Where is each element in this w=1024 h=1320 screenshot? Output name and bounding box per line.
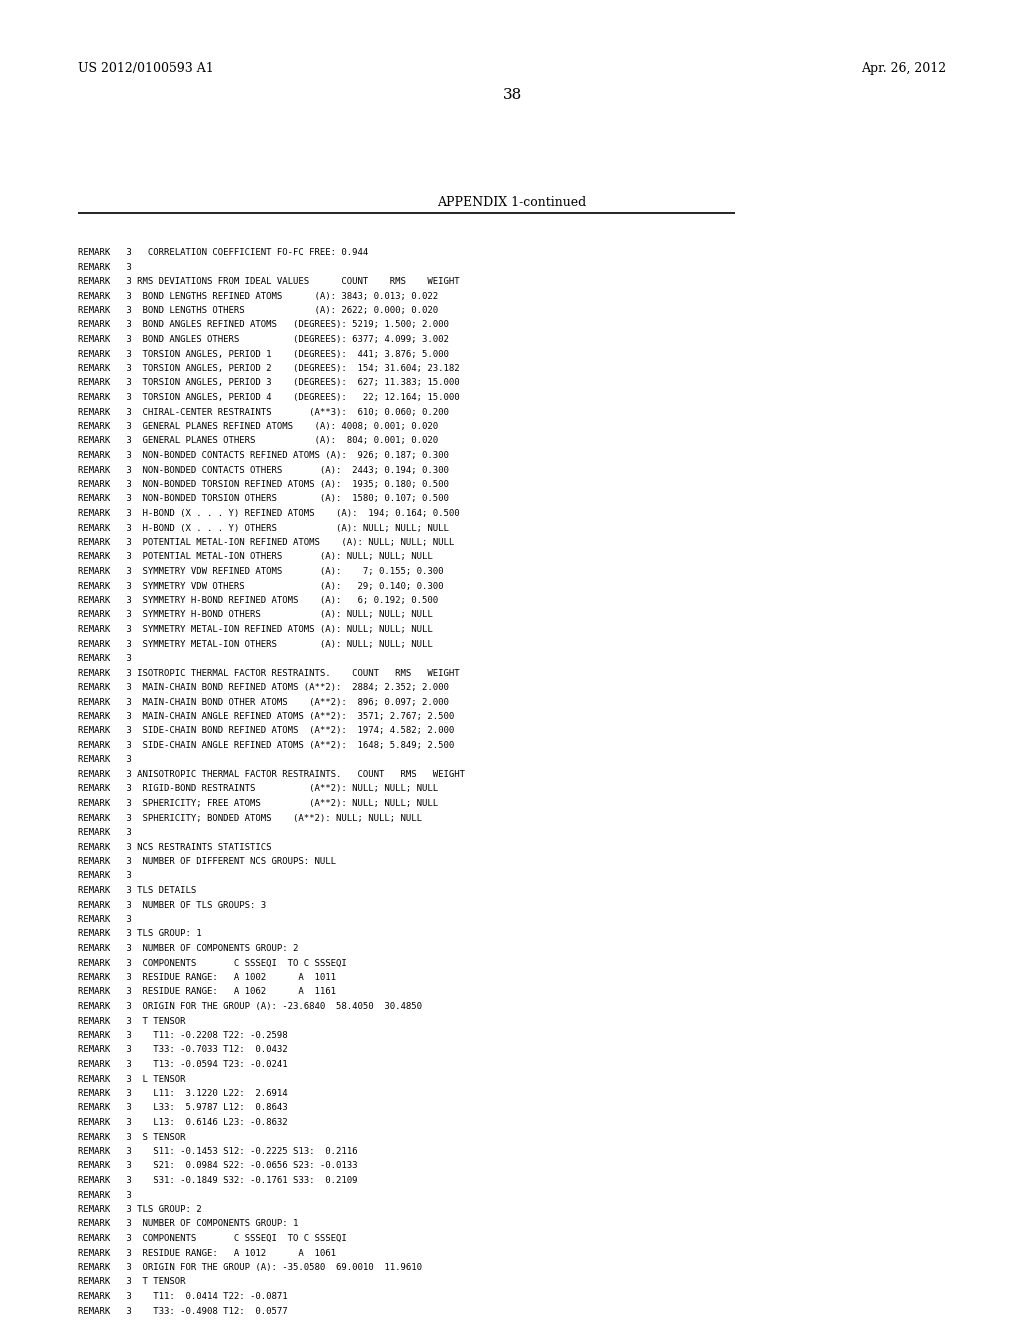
Text: REMARK   3  BOND ANGLES OTHERS          (DEGREES): 6377; 4.099; 3.002: REMARK 3 BOND ANGLES OTHERS (DEGREES): 6… [78,335,449,345]
Text: REMARK   3    T33: -0.7033 T12:  0.0432: REMARK 3 T33: -0.7033 T12: 0.0432 [78,1045,288,1055]
Text: REMARK   3  TORSION ANGLES, PERIOD 2    (DEGREES):  154; 31.604; 23.182: REMARK 3 TORSION ANGLES, PERIOD 2 (DEGRE… [78,364,460,374]
Text: REMARK   3  ORIGIN FOR THE GROUP (A): -23.6840  58.4050  30.4850: REMARK 3 ORIGIN FOR THE GROUP (A): -23.6… [78,1002,422,1011]
Text: REMARK   3: REMARK 3 [78,653,132,663]
Text: REMARK   3  GENERAL PLANES OTHERS           (A):  804; 0.001; 0.020: REMARK 3 GENERAL PLANES OTHERS (A): 804;… [78,437,438,446]
Text: REMARK   3  GENERAL PLANES REFINED ATOMS    (A): 4008; 0.001; 0.020: REMARK 3 GENERAL PLANES REFINED ATOMS (A… [78,422,438,432]
Text: REMARK   3  RESIDUE RANGE:   A 1062      A  1161: REMARK 3 RESIDUE RANGE: A 1062 A 1161 [78,987,336,997]
Text: REMARK   3 NCS RESTRAINTS STATISTICS: REMARK 3 NCS RESTRAINTS STATISTICS [78,842,271,851]
Text: REMARK   3  SYMMETRY VDW OTHERS              (A):   29; 0.140; 0.300: REMARK 3 SYMMETRY VDW OTHERS (A): 29; 0.… [78,582,443,590]
Text: REMARK   3  RIGID-BOND RESTRAINTS          (A**2): NULL; NULL; NULL: REMARK 3 RIGID-BOND RESTRAINTS (A**2): N… [78,784,438,793]
Text: REMARK   3  TORSION ANGLES, PERIOD 1    (DEGREES):  441; 3.876; 5.000: REMARK 3 TORSION ANGLES, PERIOD 1 (DEGRE… [78,350,449,359]
Text: REMARK   3    S21:  0.0984 S22: -0.0656 S23: -0.0133: REMARK 3 S21: 0.0984 S22: -0.0656 S23: -… [78,1162,357,1171]
Text: REMARK   3  NON-BONDED TORSION REFINED ATOMS (A):  1935; 0.180; 0.500: REMARK 3 NON-BONDED TORSION REFINED ATOM… [78,480,449,488]
Text: REMARK   3  SIDE-CHAIN ANGLE REFINED ATOMS (A**2):  1648; 5.849; 2.500: REMARK 3 SIDE-CHAIN ANGLE REFINED ATOMS … [78,741,455,750]
Text: REMARK   3  T TENSOR: REMARK 3 T TENSOR [78,1016,185,1026]
Text: REMARK   3  SYMMETRY VDW REFINED ATOMS       (A):    7; 0.155; 0.300: REMARK 3 SYMMETRY VDW REFINED ATOMS (A):… [78,568,443,576]
Text: REMARK   3  BOND ANGLES REFINED ATOMS   (DEGREES): 5219; 1.500; 2.000: REMARK 3 BOND ANGLES REFINED ATOMS (DEGR… [78,321,449,330]
Text: REMARK   3  SPHERICITY; FREE ATOMS         (A**2): NULL; NULL; NULL: REMARK 3 SPHERICITY; FREE ATOMS (A**2): … [78,799,438,808]
Text: REMARK   3 RMS DEVIATIONS FROM IDEAL VALUES      COUNT    RMS    WEIGHT: REMARK 3 RMS DEVIATIONS FROM IDEAL VALUE… [78,277,460,286]
Text: US 2012/0100593 A1: US 2012/0100593 A1 [78,62,214,75]
Text: REMARK   3  SYMMETRY METAL-ION OTHERS        (A): NULL; NULL; NULL: REMARK 3 SYMMETRY METAL-ION OTHERS (A): … [78,639,433,648]
Text: REMARK   3  T TENSOR: REMARK 3 T TENSOR [78,1278,185,1287]
Text: REMARK   3  SPHERICITY; BONDED ATOMS    (A**2): NULL; NULL; NULL: REMARK 3 SPHERICITY; BONDED ATOMS (A**2)… [78,813,422,822]
Text: REMARK   3  COMPONENTS       C SSSEQI  TO C SSSEQI: REMARK 3 COMPONENTS C SSSEQI TO C SSSEQI [78,1234,347,1243]
Text: REMARK   3  CHIRAL-CENTER RESTRAINTS       (A**3):  610; 0.060; 0.200: REMARK 3 CHIRAL-CENTER RESTRAINTS (A**3)… [78,408,449,417]
Text: REMARK   3  MAIN-CHAIN ANGLE REFINED ATOMS (A**2):  3571; 2.767; 2.500: REMARK 3 MAIN-CHAIN ANGLE REFINED ATOMS … [78,711,455,721]
Text: REMARK   3    T13: -0.0594 T23: -0.0241: REMARK 3 T13: -0.0594 T23: -0.0241 [78,1060,288,1069]
Text: REMARK   3    T11:  0.0414 T22: -0.0871: REMARK 3 T11: 0.0414 T22: -0.0871 [78,1292,288,1302]
Text: REMARK   3  BOND LENGTHS REFINED ATOMS      (A): 3843; 0.013; 0.022: REMARK 3 BOND LENGTHS REFINED ATOMS (A):… [78,292,438,301]
Text: REMARK   3    L33:  5.9787 L12:  0.8643: REMARK 3 L33: 5.9787 L12: 0.8643 [78,1104,288,1113]
Text: REMARK   3    T33: -0.4908 T12:  0.0577: REMARK 3 T33: -0.4908 T12: 0.0577 [78,1307,288,1316]
Text: REMARK   3  SYMMETRY H-BOND REFINED ATOMS    (A):   6; 0.192; 0.500: REMARK 3 SYMMETRY H-BOND REFINED ATOMS (… [78,597,438,605]
Text: REMARK   3  NUMBER OF COMPONENTS GROUP: 1: REMARK 3 NUMBER OF COMPONENTS GROUP: 1 [78,1220,298,1229]
Text: REMARK   3  NON-BONDED CONTACTS REFINED ATOMS (A):  926; 0.187; 0.300: REMARK 3 NON-BONDED CONTACTS REFINED ATO… [78,451,449,459]
Text: REMARK   3  POTENTIAL METAL-ION REFINED ATOMS    (A): NULL; NULL; NULL: REMARK 3 POTENTIAL METAL-ION REFINED ATO… [78,539,455,546]
Text: REMARK   3  NON-BONDED TORSION OTHERS        (A):  1580; 0.107; 0.500: REMARK 3 NON-BONDED TORSION OTHERS (A): … [78,495,449,503]
Text: REMARK   3  NUMBER OF TLS GROUPS: 3: REMARK 3 NUMBER OF TLS GROUPS: 3 [78,900,266,909]
Text: REMARK   3  NUMBER OF COMPONENTS GROUP: 2: REMARK 3 NUMBER OF COMPONENTS GROUP: 2 [78,944,298,953]
Text: REMARK   3  NUMBER OF DIFFERENT NCS GROUPS: NULL: REMARK 3 NUMBER OF DIFFERENT NCS GROUPS:… [78,857,336,866]
Text: REMARK   3 TLS GROUP: 2: REMARK 3 TLS GROUP: 2 [78,1205,202,1214]
Text: REMARK   3  RESIDUE RANGE:   A 1002      A  1011: REMARK 3 RESIDUE RANGE: A 1002 A 1011 [78,973,336,982]
Text: REMARK   3  NON-BONDED CONTACTS OTHERS       (A):  2443; 0.194; 0.300: REMARK 3 NON-BONDED CONTACTS OTHERS (A):… [78,466,449,474]
Text: REMARK   3: REMARK 3 [78,915,132,924]
Text: REMARK   3  S TENSOR: REMARK 3 S TENSOR [78,1133,185,1142]
Text: REMARK   3  TORSION ANGLES, PERIOD 3    (DEGREES):  627; 11.383; 15.000: REMARK 3 TORSION ANGLES, PERIOD 3 (DEGRE… [78,379,460,388]
Text: REMARK   3  TORSION ANGLES, PERIOD 4    (DEGREES):   22; 12.164; 15.000: REMARK 3 TORSION ANGLES, PERIOD 4 (DEGRE… [78,393,460,403]
Text: REMARK   3  MAIN-CHAIN BOND OTHER ATOMS    (A**2):  896; 0.097; 2.000: REMARK 3 MAIN-CHAIN BOND OTHER ATOMS (A*… [78,697,449,706]
Text: 38: 38 [503,88,521,102]
Text: REMARK   3  BOND LENGTHS OTHERS             (A): 2622; 0.000; 0.020: REMARK 3 BOND LENGTHS OTHERS (A): 2622; … [78,306,438,315]
Text: REMARK   3    L11:  3.1220 L22:  2.6914: REMARK 3 L11: 3.1220 L22: 2.6914 [78,1089,288,1098]
Text: REMARK   3    L13:  0.6146 L23: -0.8632: REMARK 3 L13: 0.6146 L23: -0.8632 [78,1118,288,1127]
Text: REMARK   3    T11: -0.2208 T22: -0.2598: REMARK 3 T11: -0.2208 T22: -0.2598 [78,1031,288,1040]
Text: REMARK   3: REMARK 3 [78,828,132,837]
Text: REMARK   3  MAIN-CHAIN BOND REFINED ATOMS (A**2):  2884; 2.352; 2.000: REMARK 3 MAIN-CHAIN BOND REFINED ATOMS (… [78,682,449,692]
Text: REMARK   3   CORRELATION COEFFICIENT FO-FC FREE: 0.944: REMARK 3 CORRELATION COEFFICIENT FO-FC F… [78,248,369,257]
Text: REMARK   3 TLS DETAILS: REMARK 3 TLS DETAILS [78,886,197,895]
Text: REMARK   3  L TENSOR: REMARK 3 L TENSOR [78,1074,185,1084]
Text: REMARK   3  ORIGIN FOR THE GROUP (A): -35.0580  69.0010  11.9610: REMARK 3 ORIGIN FOR THE GROUP (A): -35.0… [78,1263,422,1272]
Text: REMARK   3: REMARK 3 [78,871,132,880]
Text: REMARK   3 TLS GROUP: 1: REMARK 3 TLS GROUP: 1 [78,929,202,939]
Text: REMARK   3  SYMMETRY METAL-ION REFINED ATOMS (A): NULL; NULL; NULL: REMARK 3 SYMMETRY METAL-ION REFINED ATOM… [78,624,433,634]
Text: APPENDIX 1-continued: APPENDIX 1-continued [437,195,587,209]
Text: REMARK   3: REMARK 3 [78,263,132,272]
Text: REMARK   3  SYMMETRY H-BOND OTHERS           (A): NULL; NULL; NULL: REMARK 3 SYMMETRY H-BOND OTHERS (A): NUL… [78,610,433,619]
Text: Apr. 26, 2012: Apr. 26, 2012 [861,62,946,75]
Text: REMARK   3    S31: -0.1849 S32: -0.1761 S33:  0.2109: REMARK 3 S31: -0.1849 S32: -0.1761 S33: … [78,1176,357,1185]
Text: REMARK   3  RESIDUE RANGE:   A 1012      A  1061: REMARK 3 RESIDUE RANGE: A 1012 A 1061 [78,1249,336,1258]
Text: REMARK   3: REMARK 3 [78,1191,132,1200]
Text: REMARK   3: REMARK 3 [78,755,132,764]
Text: REMARK   3 ISOTROPIC THERMAL FACTOR RESTRAINTS.    COUNT   RMS   WEIGHT: REMARK 3 ISOTROPIC THERMAL FACTOR RESTRA… [78,668,460,677]
Text: REMARK   3  POTENTIAL METAL-ION OTHERS       (A): NULL; NULL; NULL: REMARK 3 POTENTIAL METAL-ION OTHERS (A):… [78,553,433,561]
Text: REMARK   3    S11: -0.1453 S12: -0.2225 S13:  0.2116: REMARK 3 S11: -0.1453 S12: -0.2225 S13: … [78,1147,357,1156]
Text: REMARK   3  H-BOND (X . . . Y) OTHERS           (A): NULL; NULL; NULL: REMARK 3 H-BOND (X . . . Y) OTHERS (A): … [78,524,449,532]
Text: REMARK   3  SIDE-CHAIN BOND REFINED ATOMS  (A**2):  1974; 4.582; 2.000: REMARK 3 SIDE-CHAIN BOND REFINED ATOMS (… [78,726,455,735]
Text: REMARK   3 ANISOTROPIC THERMAL FACTOR RESTRAINTS.   COUNT   RMS   WEIGHT: REMARK 3 ANISOTROPIC THERMAL FACTOR REST… [78,770,465,779]
Text: REMARK   3  COMPONENTS       C SSSEQI  TO C SSSEQI: REMARK 3 COMPONENTS C SSSEQI TO C SSSEQI [78,958,347,968]
Text: REMARK   3  H-BOND (X . . . Y) REFINED ATOMS    (A):  194; 0.164; 0.500: REMARK 3 H-BOND (X . . . Y) REFINED ATOM… [78,510,460,517]
